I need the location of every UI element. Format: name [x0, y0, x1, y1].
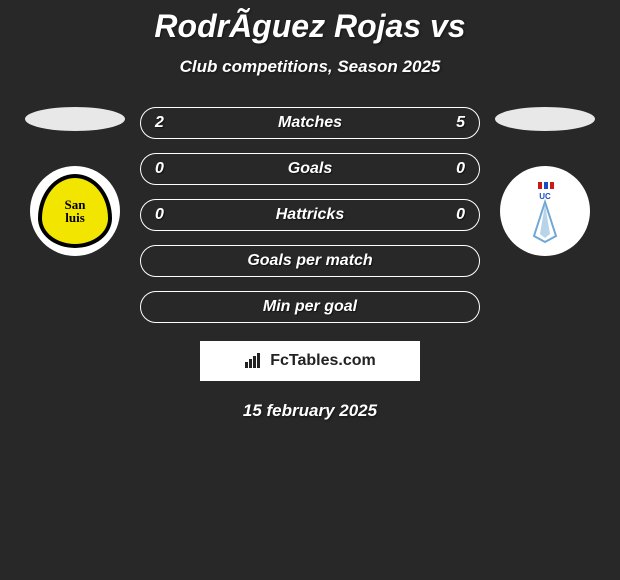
page-subtitle: Club competitions, Season 2025	[0, 57, 620, 77]
footer-date: 15 february 2025	[0, 401, 620, 421]
right-team-badge: UC	[500, 166, 590, 256]
brand-attribution: FcTables.com	[200, 341, 420, 381]
stat-row-matches: 2 Matches 5	[140, 107, 480, 139]
stat-label: Goals per match	[185, 252, 435, 270]
right-player-placeholder	[495, 107, 595, 131]
stat-label: Hattricks	[185, 206, 435, 224]
stat-row-goals-per-match: Goals per match	[140, 245, 480, 277]
brand-text: FcTables.com	[270, 352, 376, 370]
stats-column: 2 Matches 5 0 Goals 0 0 Hattricks 0 Goal…	[140, 107, 480, 323]
right-column: UC	[495, 107, 595, 256]
left-column: Sanluis	[25, 107, 125, 256]
stat-row-goals: 0 Goals 0	[140, 153, 480, 185]
left-team-badge: Sanluis	[30, 166, 120, 256]
stat-row-hattricks: 0 Hattricks 0	[140, 199, 480, 231]
stat-row-min-per-goal: Min per goal	[140, 291, 480, 323]
stat-right-value: 0	[435, 206, 465, 224]
left-player-placeholder	[25, 107, 125, 131]
chart-icon	[244, 352, 264, 371]
page-title: RodrÃ­guez Rojas vs	[0, 0, 620, 45]
san-luis-shield-icon: Sanluis	[38, 174, 112, 248]
stat-label: Min per goal	[185, 298, 435, 316]
stat-right-value: 5	[435, 114, 465, 132]
comparison-content: Sanluis 2 Matches 5 0 Goals 0 0 Hattrick…	[0, 107, 620, 323]
stat-left-value: 0	[155, 206, 185, 224]
stat-label: Goals	[185, 160, 435, 178]
stat-left-value: 0	[155, 160, 185, 178]
stat-label: Matches	[185, 114, 435, 132]
stat-left-value: 2	[155, 114, 185, 132]
stat-right-value: 0	[435, 160, 465, 178]
uc-shield-icon: UC	[510, 176, 580, 246]
